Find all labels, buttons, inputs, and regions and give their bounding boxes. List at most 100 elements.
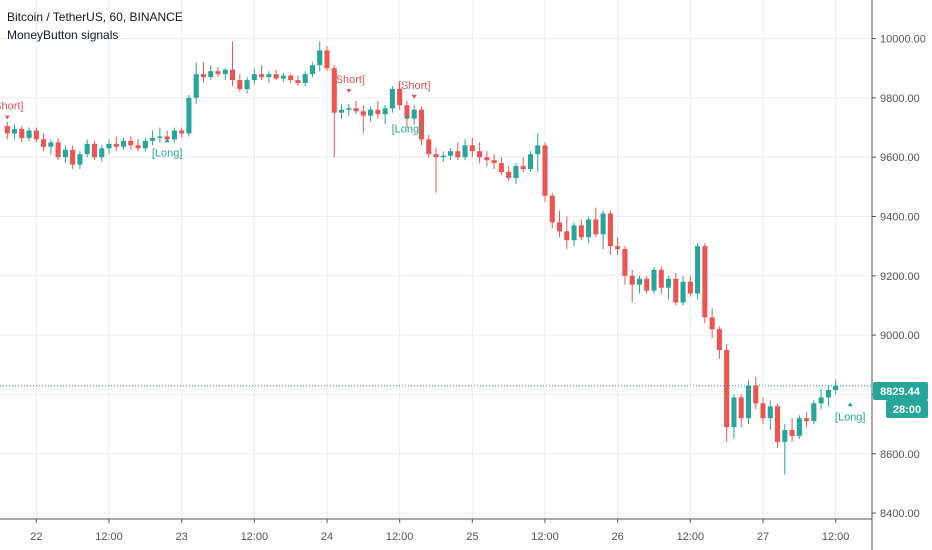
bar-countdown: 28:00 <box>893 404 921 416</box>
short-signal-marker <box>4 115 10 120</box>
current-price-value: 8829.44 <box>880 386 921 398</box>
long-signal-label: [Long] <box>152 147 183 159</box>
candle-body <box>302 74 308 84</box>
price-tick-label: 8400.00 <box>880 508 920 520</box>
candle-body <box>607 213 613 247</box>
price-axis[interactable]: 8400.008600.008800.009000.009200.009400.… <box>872 34 926 521</box>
candle-body <box>702 246 708 318</box>
candle-body <box>433 154 439 158</box>
candle-body <box>644 278 650 291</box>
candle-body <box>491 160 497 164</box>
time-tick-label: 26 <box>612 531 624 543</box>
short-signal-marker <box>346 88 352 93</box>
indicator-title[interactable]: MoneyButton signals <box>7 28 118 42</box>
candle-body <box>738 397 744 419</box>
candle-body <box>731 397 737 428</box>
candle-body <box>636 278 643 285</box>
time-tick-label: 27 <box>757 531 769 543</box>
candle-body <box>724 349 730 428</box>
candle-body <box>811 403 817 422</box>
candle-body <box>259 74 265 78</box>
candle-body <box>280 75 286 79</box>
candle-body <box>120 140 127 147</box>
candle-body <box>782 430 788 442</box>
candle-body <box>251 74 257 81</box>
candle-body <box>556 222 563 232</box>
candle-body <box>477 151 483 158</box>
long-signal-marker <box>404 114 410 119</box>
time-tick-label: 23 <box>176 531 188 543</box>
candle-body <box>586 219 592 238</box>
price-tick-label: 9400.00 <box>880 211 920 223</box>
candle-body <box>680 281 686 303</box>
time-axis[interactable]: 22 12:00 23 12:00 24 12:00 25 12:00 26 12:00 27 12:… <box>30 519 849 543</box>
candle-body <box>70 149 76 165</box>
candle-body <box>549 195 555 223</box>
candle-body <box>41 139 47 147</box>
candle-body <box>535 145 541 155</box>
candle-body <box>208 71 214 78</box>
candle-body <box>833 385 839 390</box>
grid-lines <box>0 0 872 519</box>
candle-body <box>215 71 221 75</box>
candle-body <box>796 418 802 436</box>
candle-body <box>418 109 425 140</box>
candle-body <box>440 155 446 158</box>
candle-body <box>789 430 795 436</box>
time-tick-label: 24 <box>321 531 333 543</box>
candle-body <box>62 149 68 158</box>
candle-body <box>716 329 722 350</box>
candle-body <box>462 145 468 158</box>
long-signal-marker <box>164 138 170 143</box>
time-tick-label: 12:00 <box>677 531 705 543</box>
candle-body <box>353 108 359 112</box>
candle-body <box>593 219 599 235</box>
candle-body <box>77 154 83 165</box>
candle-body <box>99 148 105 158</box>
candle-body <box>33 130 39 140</box>
candle-body <box>91 143 98 158</box>
candle-body <box>11 129 18 134</box>
candle-body <box>273 74 279 79</box>
candle-body <box>360 111 366 116</box>
candle-body <box>571 225 577 241</box>
candle-body <box>804 418 810 422</box>
candle-body <box>665 278 672 288</box>
candle-body <box>629 275 635 285</box>
candle-body <box>382 108 388 115</box>
price-tick-label: 9600.00 <box>880 152 920 164</box>
candle-body <box>324 50 330 69</box>
short-signal-marker <box>411 94 417 99</box>
candle-body <box>200 74 207 78</box>
candle-body <box>651 269 657 291</box>
candle-body <box>825 389 831 398</box>
candle-body <box>745 385 752 419</box>
candle-body <box>84 143 90 155</box>
candle-body <box>687 281 693 294</box>
signals-layer: [Short] [Long] [Short] [Short] [Long] [Long] <box>0 74 865 423</box>
candle-body <box>244 80 250 89</box>
candle-body <box>26 130 32 138</box>
candle-body <box>142 140 148 149</box>
candle-body <box>469 145 475 152</box>
candle-body <box>520 166 526 170</box>
candle-body <box>331 68 337 113</box>
candle-body <box>426 139 432 155</box>
time-tick-label: 12:00 <box>386 531 414 543</box>
candle-body <box>266 74 272 78</box>
price-tick-label: 10000.00 <box>880 34 926 46</box>
candle-body <box>513 166 519 178</box>
candle-body <box>600 213 606 235</box>
candle-body <box>673 278 679 303</box>
candle-body <box>309 65 316 75</box>
candle-body <box>774 406 781 442</box>
candle-body <box>447 151 454 156</box>
price-tick-label: 8600.00 <box>880 449 920 461</box>
chart-title[interactable]: Bitcoin / TetherUS, 60, BINANCE <box>7 10 183 24</box>
candle-body <box>818 397 824 404</box>
candle-body <box>695 246 701 294</box>
candle-body <box>113 143 119 147</box>
candle-body <box>48 142 54 147</box>
candle-body <box>55 142 61 158</box>
